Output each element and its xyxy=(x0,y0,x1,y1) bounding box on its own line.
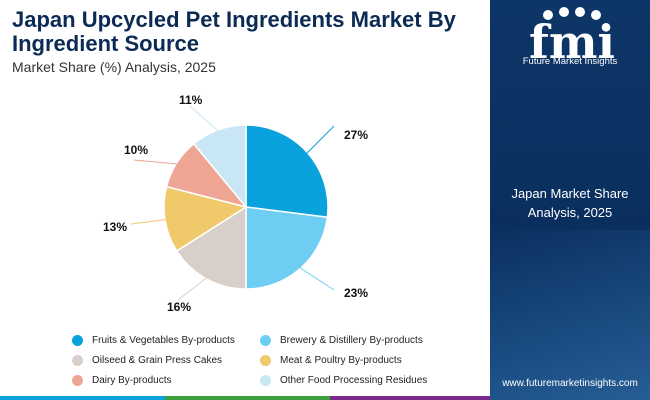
footer-bar-segment xyxy=(0,396,165,400)
sidebar-decoration xyxy=(490,230,650,400)
leader-line-other-residues xyxy=(189,105,220,133)
website-link[interactable]: www.futuremarketinsights.com xyxy=(502,378,638,389)
pie-slice-brewery-distillery xyxy=(245,206,329,290)
pie-chart: 27% 23% 16% 13% 10% 11% xyxy=(103,93,368,314)
legend-label: Brewery & Distillery By-products xyxy=(280,335,423,346)
footer-bar-segment xyxy=(330,396,490,400)
legend-item-meat-poultry: Meat & Poultry By-products xyxy=(260,355,402,366)
footer-bar-segment xyxy=(165,396,330,400)
pie-slice-fruits-vegetables xyxy=(245,124,329,219)
leader-line-dairy xyxy=(133,159,179,165)
legend-swatch xyxy=(260,335,271,346)
data-label-oilseed-grain: 16% xyxy=(167,300,191,314)
data-label-fruits-vegetables: 27% xyxy=(344,128,368,142)
sidebar-panel: fmi Future Market Insights Japan Market … xyxy=(490,0,650,400)
legend-label: Oilseed & Grain Press Cakes xyxy=(92,355,223,366)
brand-tagline: Future Market Insights xyxy=(522,56,618,67)
legend-item-brewery-distillery: Brewery & Distillery By-products xyxy=(260,335,423,346)
page-subtitle: Market Share (%) Analysis, 2025 xyxy=(12,59,216,75)
pie-slice-other-residues xyxy=(192,124,247,210)
sidebar-heading: Japan Market Share Analysis, 2025 xyxy=(511,186,629,220)
leader-line-fruits-vegetables xyxy=(305,125,335,155)
data-label-other-residues: 11% xyxy=(179,93,203,107)
legend-item-dairy: Dairy By-products xyxy=(72,375,171,386)
legend-label: Dairy By-products xyxy=(92,375,172,386)
leader-line-meat-poultry xyxy=(130,219,168,225)
legend-swatch xyxy=(72,335,83,346)
legend-swatch xyxy=(260,375,271,386)
leader-line-brewery-distillery xyxy=(298,266,335,291)
fmi-logo-icon: fmi xyxy=(529,7,615,69)
legend-item-fruits-vegetables: Fruits & Vegetables By-products xyxy=(72,335,235,346)
legend-label: Other Food Processing Residues xyxy=(280,375,428,386)
legend-label: Meat & Poultry By-products xyxy=(280,355,402,366)
svg-text:fmi: fmi xyxy=(529,15,615,69)
data-label-brewery-distillery: 23% xyxy=(344,286,368,300)
legend-item-oilseed-grain: Oilseed & Grain Press Cakes xyxy=(72,355,222,366)
legend-swatch xyxy=(260,355,271,366)
data-label-meat-poultry: 13% xyxy=(103,220,127,234)
leader-line-oilseed-grain xyxy=(177,276,208,301)
legend-swatch xyxy=(72,375,83,386)
data-label-dairy: 10% xyxy=(124,143,148,157)
legend-item-other-residues: Other Food Processing Residues xyxy=(260,375,427,386)
legend-swatch xyxy=(72,355,83,366)
pie-slice-oilseed-grain xyxy=(175,205,247,290)
page-title: Japan Upcycled Pet Ingredients Market By… xyxy=(12,7,456,56)
legend-label: Fruits & Vegetables By-products xyxy=(92,335,235,346)
footer-color-bar xyxy=(0,396,490,400)
